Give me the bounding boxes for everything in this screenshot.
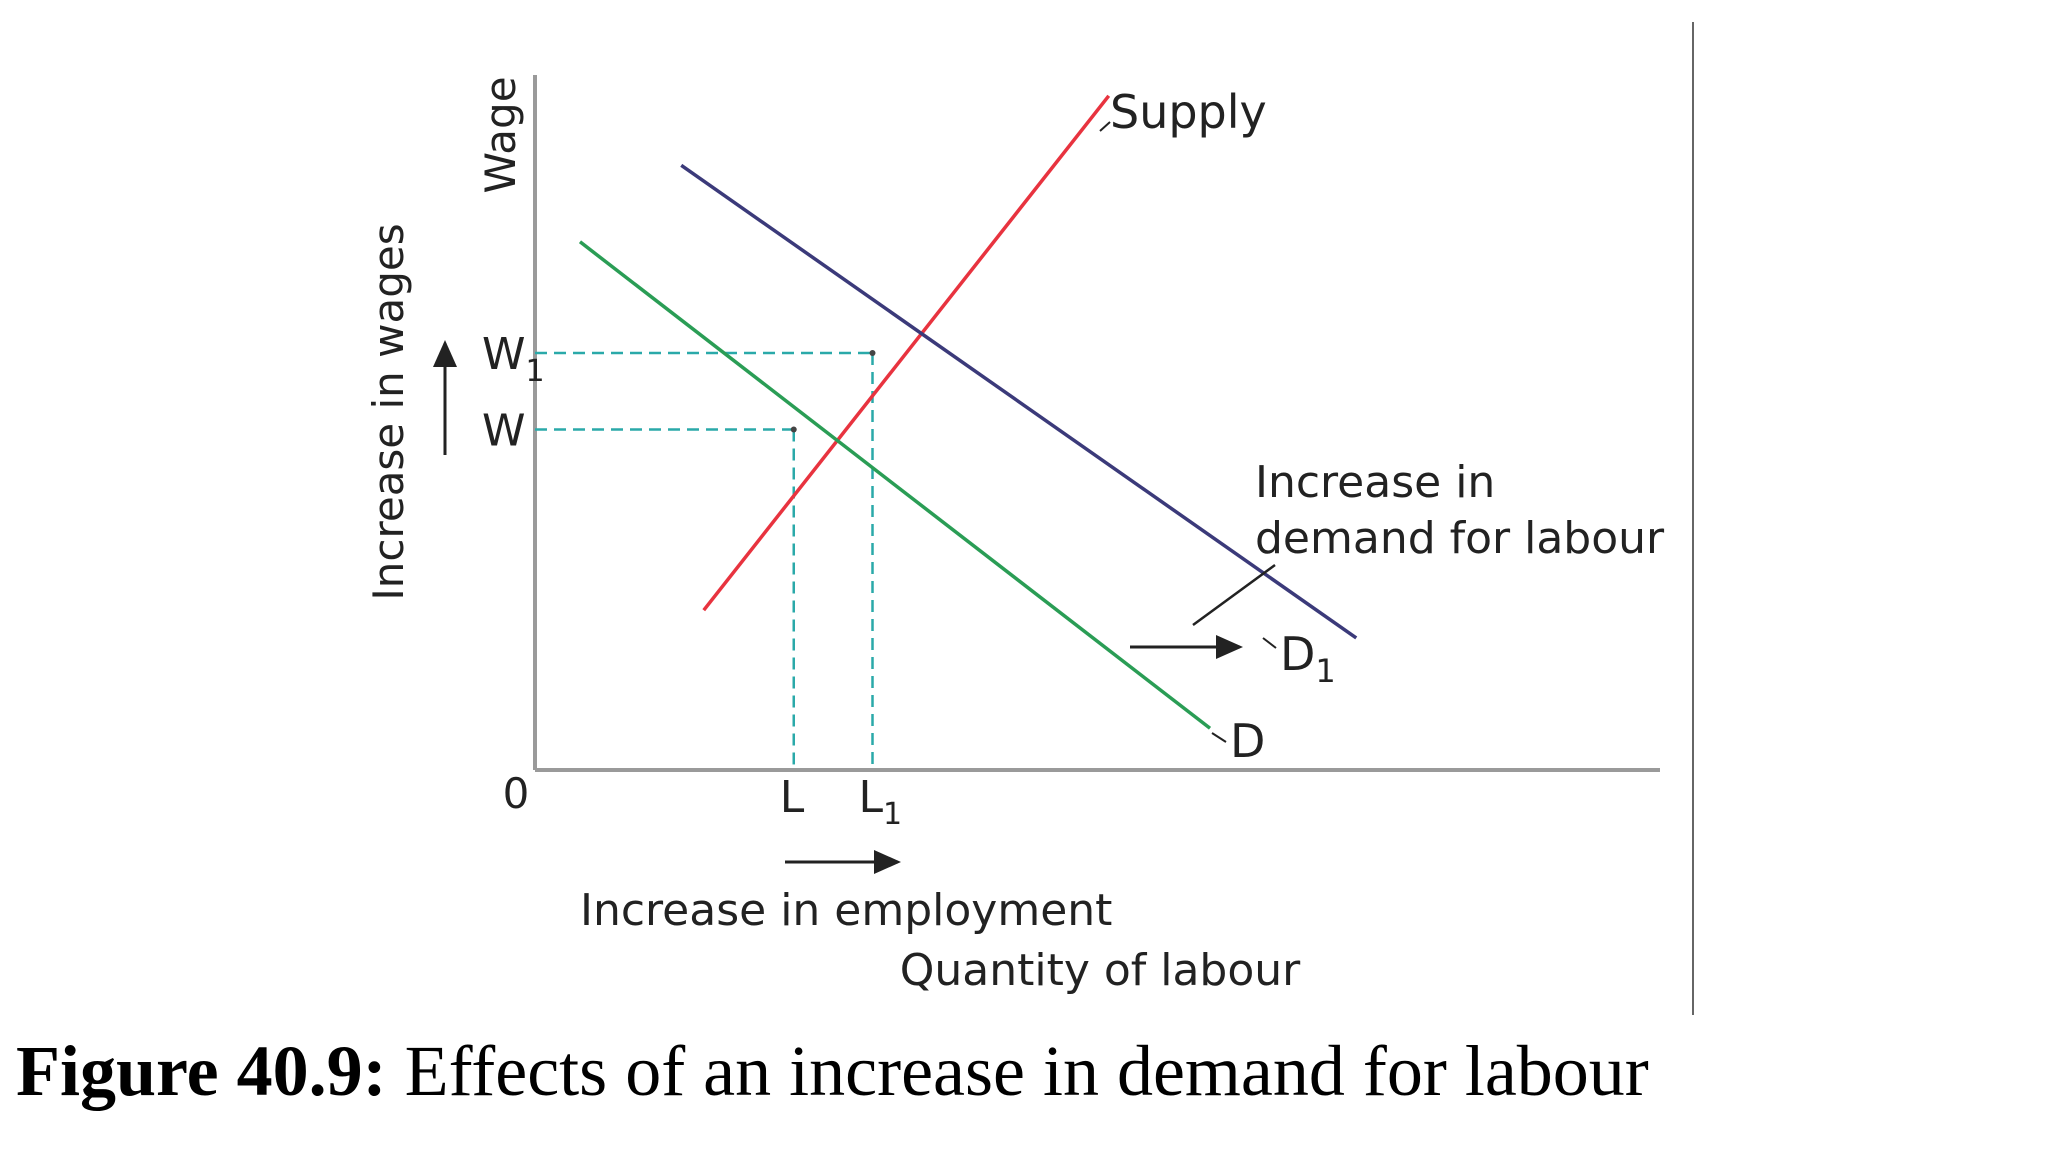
increase-demand-line1: Increase in (1255, 457, 1495, 508)
equilibrium-point-1 (869, 350, 876, 356)
equilibrium-guides (535, 351, 874, 770)
curves (578, 94, 1358, 730)
increase-wages-label: Increase in wages (364, 223, 413, 600)
curve-d (578, 240, 1212, 730)
demand-label-leader (1211, 732, 1227, 743)
x-tick-label-0: L (780, 772, 805, 823)
x-axis-title: Quantity of labour (900, 945, 1301, 996)
equilibrium-points (790, 350, 876, 433)
curve-d1 (680, 163, 1358, 640)
figure-caption: Figure 40.9: Effects of an increase in d… (16, 1030, 1649, 1113)
equilibrium-point-0 (790, 426, 797, 433)
increase-demand-pointer (1192, 563, 1276, 627)
figure-caption-label: Figure 40.9: (16, 1031, 387, 1111)
y-axis-title: Wage (476, 76, 525, 193)
increase-demand-line2: demand for labour (1255, 513, 1665, 564)
y-tick-label-0: W (482, 405, 526, 456)
increase-employment-label: Increase in employment (580, 885, 1112, 936)
demand-new-label-leader (1262, 637, 1277, 649)
origin-label: 0 (503, 769, 530, 818)
y-tick-label-1: W1 (482, 329, 545, 389)
tick-labels: L L1 W W1 (482, 329, 902, 832)
supply-label-leader (1099, 121, 1111, 132)
x-tick-label-1: L1 (859, 772, 903, 832)
figure-caption-text: Effects of an increase in demand for lab… (386, 1031, 1649, 1111)
supply-label: Supply (1110, 85, 1267, 139)
demand-new-label: D1 (1280, 627, 1336, 690)
curve-supply (702, 94, 1111, 612)
demand-label: D (1230, 714, 1265, 768)
